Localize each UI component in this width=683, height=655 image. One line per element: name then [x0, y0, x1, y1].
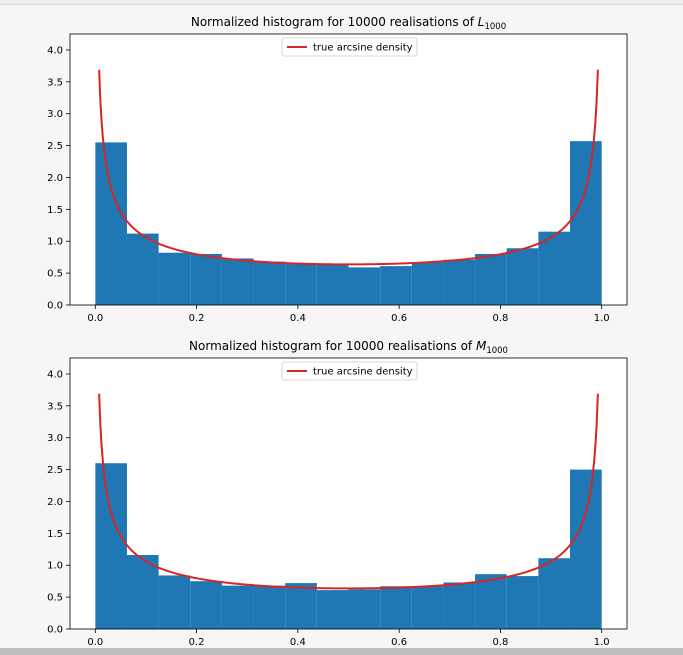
- x-tick-label-3: 0.6: [391, 313, 407, 324]
- window-top-edge: [0, 0, 683, 5]
- y-tick-label-1: 0.5: [47, 269, 63, 280]
- histogram-bar-2: [158, 252, 191, 305]
- x-tick-label-2: 0.4: [290, 313, 306, 324]
- histogram-bars: [95, 463, 602, 629]
- histogram-bar-10: [411, 586, 444, 629]
- y-tick-label-6: 3.0: [47, 109, 63, 120]
- x-tick-label-4: 0.8: [492, 637, 508, 648]
- chart-l1000: 0.0 0.2 0.4 0.6 0.8 1.0 0.0 0.5 1.0 1.5 2.0 2.5 3.0…: [47, 15, 628, 324]
- histogram-bar-8: [348, 589, 381, 629]
- x-tick-label-2: 0.4: [290, 637, 306, 648]
- histogram-bar-5: [253, 585, 286, 629]
- histogram-bar-4: [221, 258, 254, 305]
- y-tick-label-4: 2.0: [47, 173, 63, 184]
- y-tick-label-8: 4.0: [47, 369, 63, 380]
- histogram-bar-9: [380, 266, 412, 305]
- histogram-bar-7: [316, 590, 349, 629]
- legend-label: true arcsine density: [313, 43, 413, 54]
- histogram-bar-1: [126, 233, 159, 305]
- histogram-bar-1: [126, 555, 159, 629]
- histogram-bar-7: [316, 264, 349, 305]
- histogram-bar-2: [158, 575, 191, 629]
- plot-frame: [69, 33, 628, 306]
- histogram-bar-11: [443, 259, 476, 305]
- chart-title: Normalized histogram for 10000 realisati…: [191, 15, 506, 32]
- x-tick-label-0: 0.0: [87, 637, 103, 648]
- histogram-bar-5: [253, 261, 286, 305]
- histogram-bar-3: [190, 253, 222, 305]
- window-bottom-bar: [0, 648, 683, 655]
- x-tick-label-5: 1.0: [594, 637, 610, 648]
- y-tick-label-0: 0.0: [47, 625, 63, 636]
- y-tick-label-5: 2.5: [47, 141, 63, 152]
- histogram-bar-13: [506, 248, 539, 305]
- histogram-bar-15: [570, 469, 602, 629]
- y-tick-label-2: 1.0: [47, 561, 63, 572]
- histogram-bar-9: [380, 586, 412, 629]
- x-tick-label-0: 0.0: [87, 313, 103, 324]
- histogram-bar-6: [285, 583, 317, 629]
- y-tick-label-4: 2.0: [47, 497, 63, 508]
- y-tick-label-8: 4.0: [47, 45, 63, 56]
- x-axis-ticks: 0.0 0.2 0.4 0.6 0.8 1.0: [87, 629, 610, 648]
- histogram-bar-11: [443, 582, 476, 629]
- y-tick-label-1: 0.5: [47, 593, 63, 604]
- y-tick-label-5: 2.5: [47, 465, 63, 476]
- legend: true arcsine density: [281, 37, 418, 57]
- x-tick-label-3: 0.6: [391, 637, 407, 648]
- histogram-bar-12: [475, 574, 507, 629]
- y-tick-label-2: 1.0: [47, 237, 63, 248]
- x-tick-label-5: 1.0: [594, 313, 610, 324]
- chart-title: Normalized histogram for 10000 realisati…: [189, 339, 508, 356]
- histogram-bar-14: [538, 558, 571, 629]
- x-tick-label-1: 0.2: [189, 637, 205, 648]
- histogram-bar-10: [411, 262, 444, 305]
- histogram-bar-6: [285, 262, 317, 305]
- x-axis-ticks: 0.0 0.2 0.4 0.6 0.8 1.0: [87, 305, 610, 324]
- legend-box: [281, 37, 418, 57]
- histogram-bar-8: [348, 267, 381, 305]
- y-axis-ticks: 0.0 0.5 1.0 1.5 2.0 2.5 3.0 3.5 4.0: [47, 45, 70, 312]
- histogram-bar-0: [95, 463, 127, 629]
- chart-m1000: 0.0 0.2 0.4 0.6 0.8 1.0 0.0 0.5 1.0 1.5 2.0 2.5 3.0…: [47, 339, 628, 648]
- arcsine-density-curve: [98, 393, 599, 590]
- histogram-bar-12: [475, 253, 507, 305]
- histogram-bar-0: [95, 142, 127, 305]
- y-tick-label-0: 0.0: [47, 301, 63, 312]
- histogram-bars: [95, 141, 602, 305]
- histogram-bar-14: [538, 231, 571, 305]
- histogram-bar-13: [506, 576, 539, 629]
- y-tick-label-6: 3.0: [47, 433, 63, 444]
- histogram-bar-15: [570, 141, 602, 305]
- histogram-bar-4: [221, 585, 254, 629]
- x-tick-label-4: 0.8: [492, 313, 508, 324]
- y-axis-ticks: 0.0 0.5 1.0 1.5 2.0 2.5 3.0 3.5 4.0: [47, 369, 70, 636]
- histogram-bar-3: [190, 581, 222, 629]
- y-tick-label-3: 1.5: [47, 529, 63, 540]
- y-tick-label-3: 1.5: [47, 205, 63, 216]
- y-tick-label-7: 3.5: [47, 77, 63, 88]
- x-tick-label-1: 0.2: [189, 313, 205, 324]
- arcsine-density-curve: [98, 69, 599, 266]
- legend-label: true arcsine density: [313, 367, 413, 378]
- legend: true arcsine density: [281, 361, 418, 381]
- y-tick-label-7: 3.5: [47, 401, 63, 412]
- plot-frame: [69, 357, 628, 630]
- legend-box: [281, 361, 418, 381]
